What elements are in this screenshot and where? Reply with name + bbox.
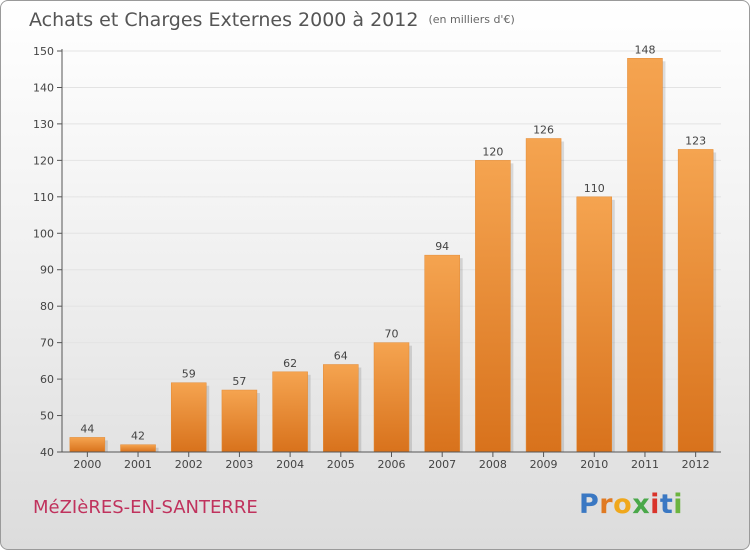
y-tick-label: 40 [40, 446, 54, 459]
y-tick-label: 50 [40, 410, 54, 423]
bar [373, 342, 410, 453]
y-tick-label: 80 [40, 300, 54, 313]
chart-title-text: Achats et Charges Externes 2000 à 2012 [29, 9, 419, 31]
y-tick-label: 90 [40, 264, 54, 277]
data-label: 110 [584, 182, 605, 195]
bar [424, 254, 460, 453]
x-axis-ticks: 2000 2001 2002 2003 2004 2005 2006 2007 2008 2009… [73, 452, 710, 471]
data-label: 126 [533, 123, 554, 136]
y-tick-label: 110 [33, 191, 54, 204]
y-tick-label: 150 [33, 45, 54, 58]
x-tick-label: 2005 [327, 458, 355, 471]
commune-name: MéZIèRES-EN-SANTERRE [33, 497, 258, 518]
logo-letter: x [632, 489, 651, 520]
bar [677, 149, 714, 453]
bar [323, 364, 359, 453]
y-tick-label: 130 [33, 118, 54, 131]
bar [272, 371, 308, 453]
x-tick-label: 2007 [428, 458, 456, 471]
logo-letter: r [599, 489, 614, 520]
bars [69, 58, 717, 453]
proxiti-logo: Proxiti [579, 489, 683, 520]
data-label: 59 [182, 368, 196, 381]
x-tick-label: 2001 [124, 458, 152, 471]
data-label: 62 [283, 357, 297, 370]
x-tick-label: 2008 [479, 458, 507, 471]
y-tick-label: 60 [40, 373, 54, 386]
chart-title: Achats et Charges Externes 2000 à 2012 (e… [29, 9, 515, 31]
data-label: 64 [334, 350, 348, 363]
x-tick-label: 2012 [682, 458, 710, 471]
y-axis-ticks: 40 50 60 70 80 90 100 110 120 130 140 150 [33, 45, 62, 459]
logo-letter: t [659, 489, 674, 520]
x-tick-label: 2010 [580, 458, 608, 471]
x-tick-label: 2003 [225, 458, 253, 471]
bar [475, 160, 511, 453]
data-label: 123 [685, 134, 706, 147]
x-tick-label: 2000 [73, 458, 101, 471]
data-label: 42 [131, 430, 145, 443]
data-label: 148 [634, 43, 655, 56]
bar [120, 444, 156, 453]
x-tick-label: 2004 [276, 458, 304, 471]
bar [69, 437, 106, 453]
x-tick-label: 2009 [530, 458, 558, 471]
data-labels: 44 42 59 57 62 64 70 94 120 126 110 148 123 [80, 43, 706, 442]
data-label: 120 [482, 145, 503, 158]
data-label: 44 [80, 422, 94, 435]
y-tick-label: 120 [33, 154, 54, 167]
x-tick-label: 2011 [631, 458, 659, 471]
bar [576, 196, 613, 453]
x-tick-label: 2002 [175, 458, 203, 471]
logo-letter: P [579, 489, 600, 520]
logo-letter: i [673, 489, 684, 520]
y-tick-label: 100 [33, 227, 54, 240]
bar [221, 389, 258, 453]
data-label: 57 [232, 375, 246, 388]
bar [170, 382, 207, 453]
data-label: 70 [385, 328, 399, 341]
logo-letter: i [650, 489, 660, 520]
data-label: 94 [435, 240, 449, 253]
y-tick-label: 140 [33, 81, 54, 94]
logo-letter: o [613, 489, 633, 520]
bar [627, 58, 663, 453]
unit-label: (en milliers d'€) [428, 13, 515, 26]
x-tick-label: 2006 [378, 458, 406, 471]
y-tick-label: 70 [40, 337, 54, 350]
bar [525, 138, 562, 453]
